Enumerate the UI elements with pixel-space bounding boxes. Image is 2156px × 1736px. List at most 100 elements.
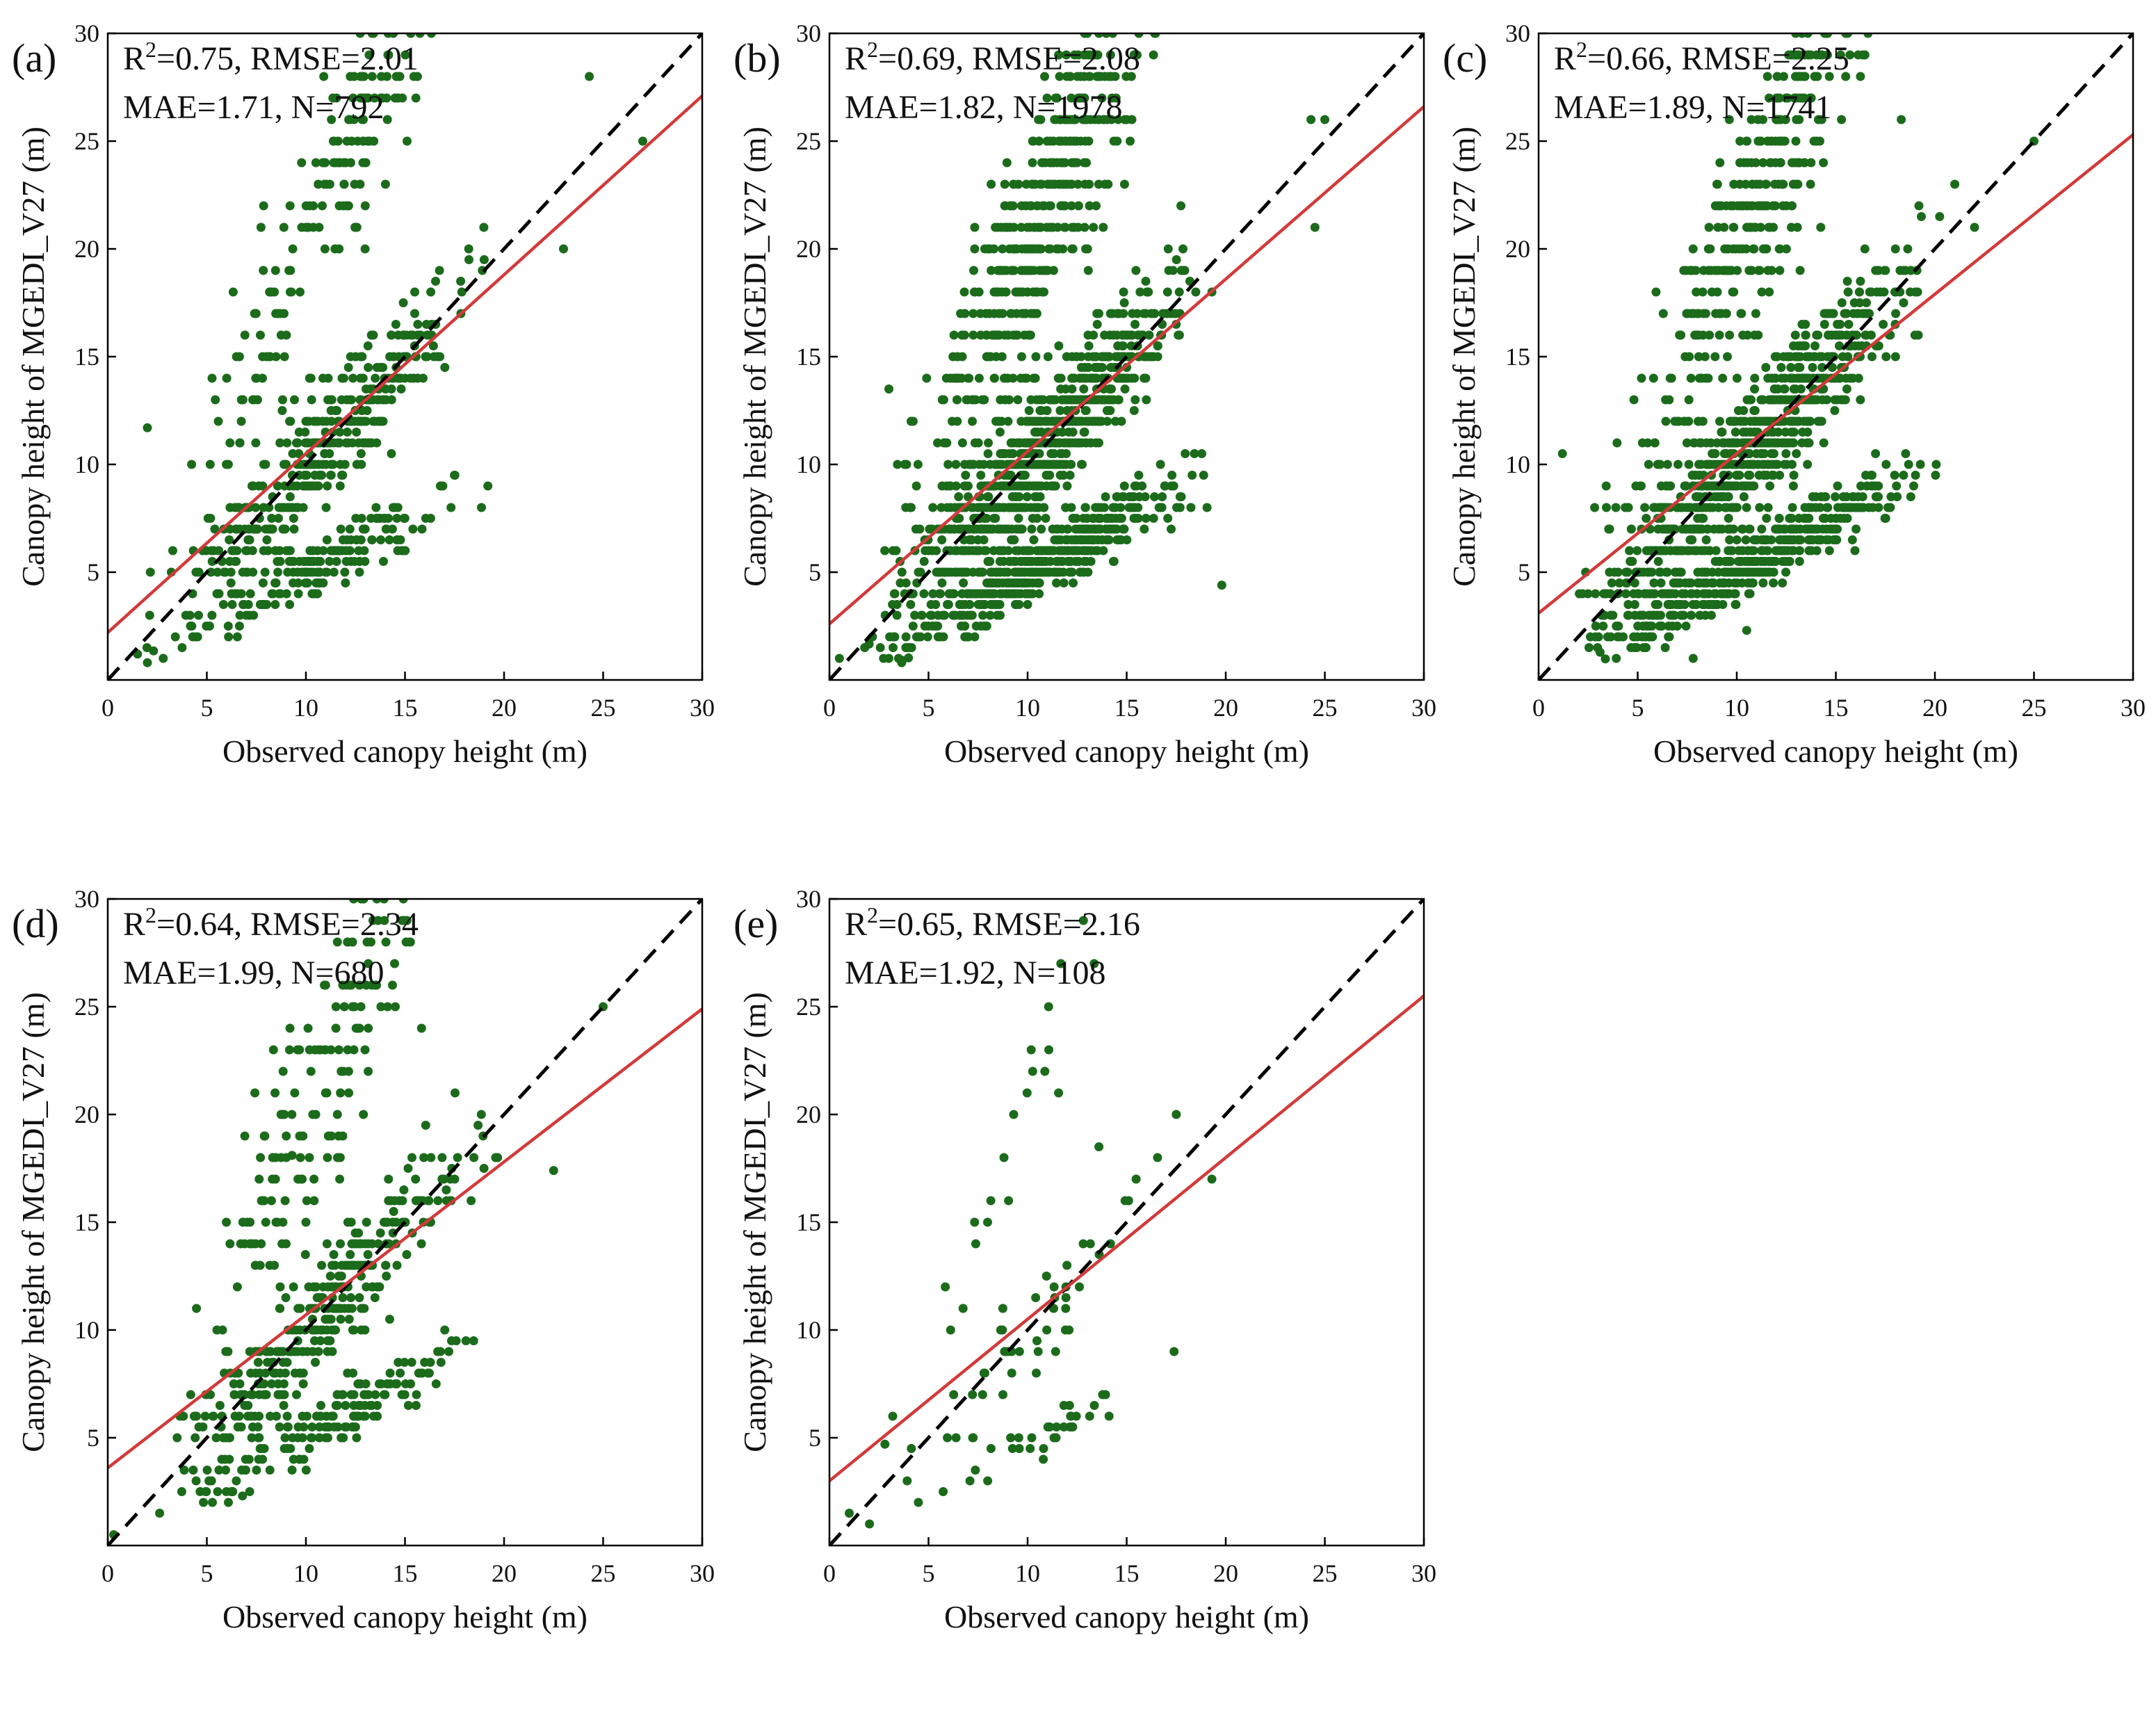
data-point — [401, 330, 411, 340]
data-point — [1131, 266, 1141, 275]
data-point — [328, 93, 338, 103]
data-point — [426, 1153, 436, 1162]
data-point — [1106, 8, 1115, 17]
data-point — [1080, 363, 1089, 372]
data-point — [1115, 8, 1124, 17]
data-point — [1843, 287, 1853, 297]
data-point — [321, 1315, 330, 1324]
data-point — [1693, 514, 1703, 523]
data-point — [355, 1293, 364, 1302]
data-point — [1837, 330, 1847, 340]
data-point — [1776, 363, 1786, 372]
data-point — [225, 535, 234, 544]
data-point — [996, 460, 1005, 469]
data-point — [1713, 222, 1723, 232]
data-point — [1897, 115, 1906, 124]
data-point — [1626, 524, 1636, 534]
data-point — [1055, 471, 1065, 480]
data-point — [995, 567, 1005, 577]
data-point — [1762, 72, 1772, 81]
data-point — [1320, 115, 1329, 124]
data-point — [320, 449, 330, 458]
data-point — [1783, 546, 1793, 555]
data-point — [957, 589, 967, 599]
data-point — [268, 1045, 278, 1055]
data-point — [289, 481, 298, 491]
data-point — [1701, 460, 1711, 469]
data-point — [1052, 524, 1062, 534]
data-point — [314, 460, 324, 469]
data-point — [1833, 481, 1842, 491]
data-point — [334, 438, 344, 448]
data-point — [1028, 136, 1038, 146]
data-point — [1762, 514, 1772, 523]
data-point — [1839, 8, 1848, 17]
data-point — [1760, 416, 1769, 426]
data-point — [279, 524, 289, 534]
data-point — [271, 1217, 281, 1227]
data-point — [1124, 373, 1133, 383]
data-point — [1837, 298, 1847, 307]
data-point — [367, 535, 377, 544]
data-point — [1664, 395, 1674, 405]
data-point — [187, 460, 197, 469]
data-point — [1084, 341, 1094, 350]
x-axis-title: Observed canopy height (m) — [1653, 733, 2018, 769]
data-point — [1142, 395, 1151, 405]
data-point — [1024, 567, 1034, 577]
data-point — [1832, 8, 1841, 17]
data-point — [1002, 158, 1012, 168]
data-point — [301, 201, 311, 211]
data-point — [1739, 492, 1749, 501]
y-tick-label: 20 — [1505, 235, 1530, 263]
data-point — [1689, 438, 1699, 448]
data-point — [1612, 654, 1621, 663]
data-point — [1065, 395, 1075, 405]
data-point — [1134, 33, 1144, 38]
data-point — [440, 363, 450, 372]
data-point — [1600, 654, 1610, 664]
data-point — [308, 546, 318, 555]
data-point — [1710, 201, 1720, 211]
data-point — [1705, 330, 1715, 340]
data-point — [1698, 600, 1708, 609]
data-point — [406, 33, 416, 38]
data-point — [1842, 384, 1851, 394]
data-point — [411, 93, 421, 103]
data-point — [1819, 320, 1829, 329]
data-point — [1217, 581, 1226, 590]
data-point — [1612, 622, 1621, 631]
data-point — [301, 416, 311, 426]
data-point — [294, 428, 304, 437]
data-point — [405, 373, 415, 383]
data-point — [1126, 136, 1135, 146]
data-point — [213, 416, 223, 426]
data-point — [362, 1217, 371, 1227]
data-point — [1724, 481, 1734, 491]
data-point — [1058, 567, 1068, 577]
data-point — [1135, 287, 1145, 297]
data-point — [352, 428, 362, 437]
data-point — [431, 1379, 441, 1388]
data-point — [230, 503, 240, 512]
data-point — [308, 567, 318, 577]
data-point — [393, 535, 403, 544]
data-point — [319, 72, 329, 81]
data-point — [1098, 363, 1107, 372]
data-point — [464, 244, 473, 254]
data-point — [398, 546, 407, 555]
data-point — [1853, 503, 1863, 512]
data-point — [1144, 352, 1154, 362]
data-point — [1684, 460, 1694, 469]
data-point — [1874, 481, 1883, 491]
data-point — [1757, 287, 1767, 297]
data-point — [362, 980, 371, 990]
data-point — [323, 1336, 332, 1345]
data-point — [414, 8, 423, 17]
data-point — [1079, 567, 1089, 577]
data-point — [290, 1088, 300, 1098]
data-point — [1781, 244, 1791, 254]
stats-r-superscript: 2 — [1576, 37, 1587, 62]
data-point — [1003, 567, 1012, 577]
data-point — [1083, 33, 1092, 38]
